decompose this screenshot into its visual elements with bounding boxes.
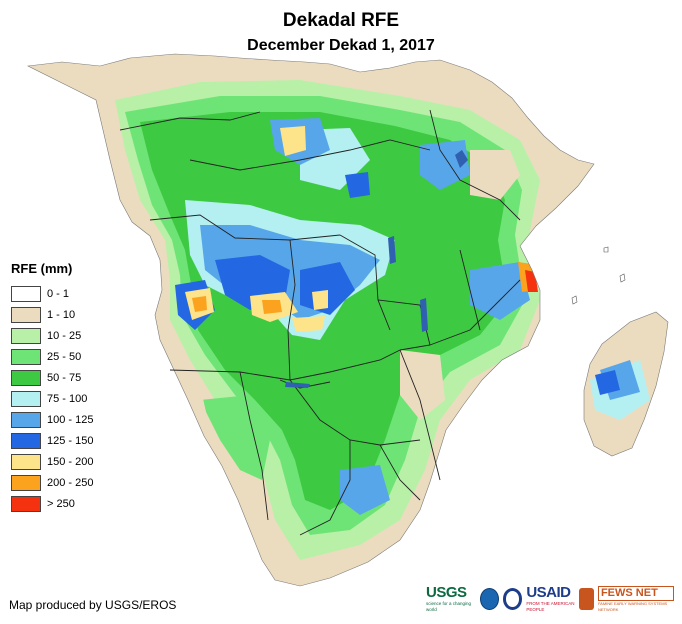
legend-swatch — [11, 285, 41, 302]
credit-text: Map produced by USGS/EROS — [9, 598, 177, 612]
map-subtitle: December Dekad 1, 2017 — [247, 37, 435, 54]
legend-item: 100 - 125 — [11, 410, 93, 431]
islands — [571, 246, 626, 305]
legend-label: 50 - 75 — [47, 371, 82, 384]
legend-swatch — [11, 327, 41, 344]
legend: 0 - 1 1 - 10 10 - 25 25 - 50 50 - 75 75 - 100… — [11, 283, 93, 515]
legend-label: 25 - 50 — [47, 350, 82, 363]
legend-swatch — [11, 348, 41, 365]
legend-item: 75 - 100 — [11, 388, 93, 409]
legend-item: 50 - 75 — [11, 367, 93, 388]
legend-label: 0 - 1 — [47, 287, 70, 300]
legend-swatch — [11, 391, 41, 408]
legend-label: 75 - 100 — [47, 393, 88, 406]
legend-swatch — [11, 369, 41, 386]
fews-net-logo-text: FEWS NET — [597, 585, 674, 601]
legend-swatch — [11, 475, 41, 492]
legend-swatch — [11, 412, 41, 429]
lakes — [285, 150, 468, 388]
usgs-logo-text: USGS — [426, 584, 467, 601]
usaid-logo: USAID FROM THE AMERICAN PEOPLE — [526, 585, 575, 613]
legend-swatch — [11, 433, 41, 450]
usaid-logo-text: USAID — [526, 584, 571, 601]
legend-label: 150 - 200 — [47, 456, 94, 469]
usgs-tagline: science for a changing world — [426, 601, 472, 612]
legend-label: 10 - 25 — [47, 329, 82, 342]
legend-item: 125 - 150 — [11, 431, 93, 452]
legend-item: > 250 — [11, 494, 93, 515]
coastline — [26, 53, 669, 587]
legend-label: 100 - 125 — [47, 414, 94, 427]
usgs-logo: USGS science for a changing world — [426, 585, 476, 613]
legend-swatch — [11, 454, 41, 471]
usaid-tagline: FROM THE AMERICAN PEOPLE — [526, 601, 575, 612]
legend-label: 125 - 150 — [47, 435, 94, 448]
legend-item: 25 - 50 — [11, 346, 93, 367]
usaid-seal-icon — [502, 588, 523, 610]
legend-label: > 250 — [47, 498, 75, 511]
legend-item: 0 - 1 — [11, 283, 93, 304]
legend-swatch — [11, 496, 41, 513]
country-borders — [119, 109, 521, 536]
legend-item: 200 - 250 — [11, 473, 93, 494]
legend-item: 1 - 10 — [11, 304, 93, 325]
fews-net-icon — [578, 588, 594, 610]
legend-title: RFE (mm) — [11, 261, 73, 276]
rainfall-zones — [115, 80, 650, 560]
noaa-icon — [480, 588, 499, 610]
legend-label: 200 - 250 — [47, 477, 94, 490]
map-title: Dekadal RFE — [282, 10, 400, 31]
agency-logos: USGS science for a changing world USAID … — [426, 585, 674, 613]
fews-net-tagline: FAMINE EARLY WARNING SYSTEMS NETWORK — [597, 600, 668, 612]
legend-item: 150 - 200 — [11, 452, 93, 473]
legend-swatch — [11, 306, 41, 323]
legend-label: 1 - 10 — [47, 308, 76, 321]
fews-net-logo: FEWS NET FAMINE EARLY WARNING SYSTEMS NE… — [597, 585, 674, 613]
legend-item: 10 - 25 — [11, 325, 93, 346]
